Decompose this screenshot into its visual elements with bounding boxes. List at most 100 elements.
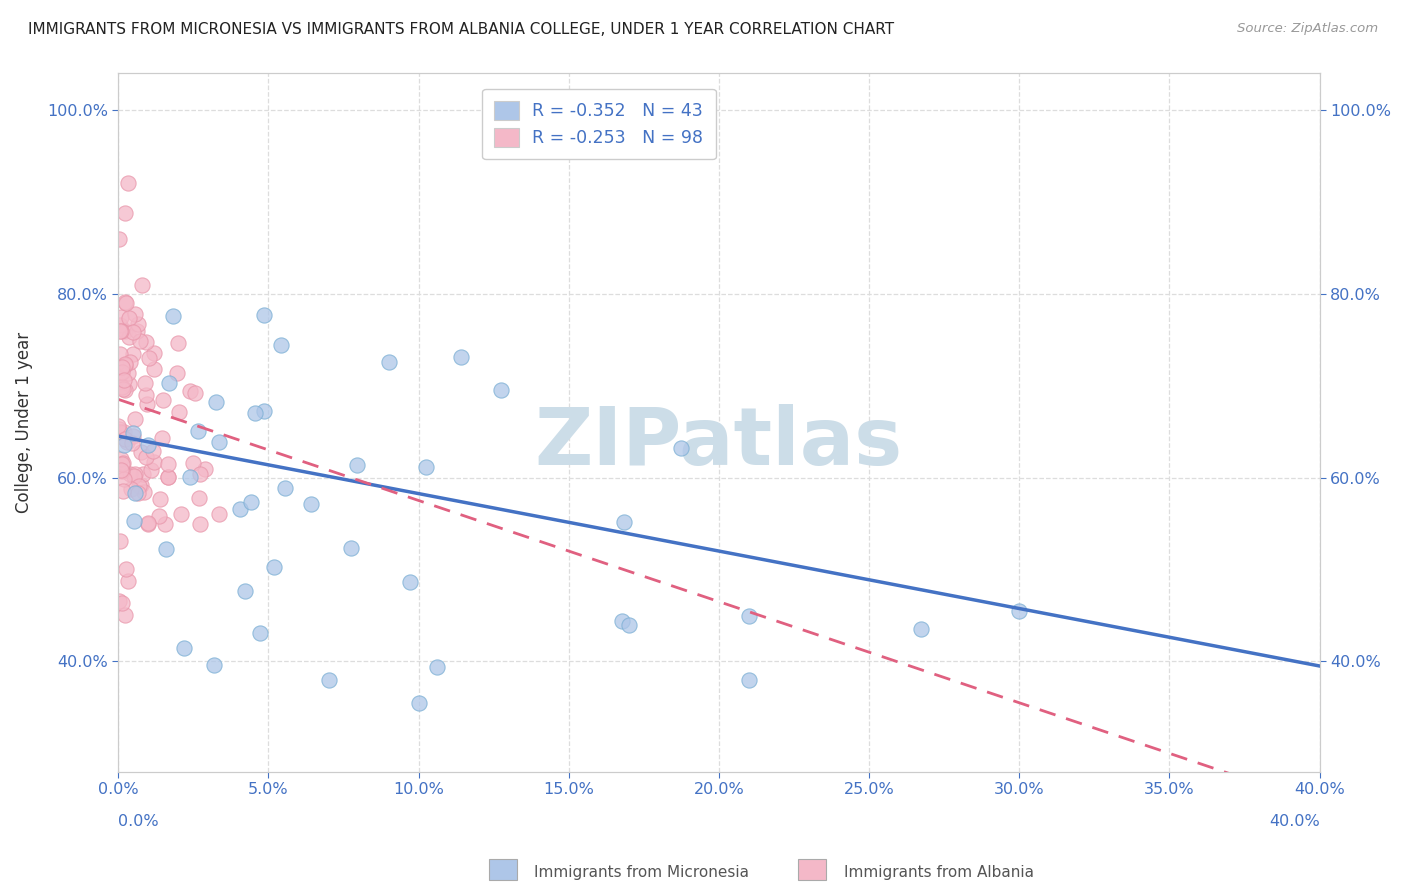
Point — [274, 481, 297, 495]
Text: 40.0%: 40.0% — [1268, 814, 1320, 829]
Point — [263, 560, 285, 574]
Point — [208, 435, 231, 450]
Point — [122, 468, 145, 483]
Point — [127, 486, 149, 500]
Point — [121, 325, 143, 339]
Point — [233, 583, 256, 598]
Bar — [489, 859, 517, 880]
Point — [108, 232, 131, 246]
Point — [450, 351, 472, 365]
Point — [143, 345, 166, 359]
Point — [141, 463, 163, 477]
Point — [127, 317, 149, 331]
Point — [737, 609, 759, 624]
Point — [111, 456, 134, 470]
Point — [115, 296, 138, 310]
Point — [121, 347, 143, 361]
Point — [179, 470, 201, 484]
Point — [117, 376, 139, 391]
Point — [167, 336, 190, 351]
Text: IMMIGRANTS FROM MICRONESIA VS IMMIGRANTS FROM ALBANIA COLLEGE, UNDER 1 YEAR CORR: IMMIGRANTS FROM MICRONESIA VS IMMIGRANTS… — [28, 22, 894, 37]
Point — [156, 457, 179, 471]
Point — [181, 456, 204, 470]
Point — [408, 696, 430, 710]
Bar — [797, 859, 827, 880]
Point — [318, 673, 340, 687]
Point — [114, 358, 136, 372]
Point — [108, 422, 131, 436]
Point — [188, 491, 211, 505]
Point — [205, 395, 228, 409]
Point — [170, 507, 193, 521]
Point — [208, 508, 231, 522]
Point — [249, 625, 271, 640]
Point — [110, 324, 132, 338]
Point — [112, 438, 135, 452]
Point — [142, 444, 165, 458]
Point — [124, 411, 146, 425]
Text: 0.0%: 0.0% — [118, 814, 159, 829]
Point — [194, 461, 217, 475]
Point — [134, 376, 156, 390]
Point — [120, 483, 142, 497]
Point — [110, 310, 132, 324]
Point — [114, 324, 136, 338]
Point — [124, 307, 146, 321]
Text: ZIPatlas: ZIPatlas — [534, 404, 903, 483]
Point — [253, 308, 276, 322]
Point — [617, 617, 640, 632]
Point — [155, 541, 177, 556]
Point — [228, 502, 250, 516]
Point — [121, 435, 143, 450]
Point — [117, 176, 139, 190]
Point — [108, 425, 131, 439]
Point — [425, 660, 447, 674]
Point — [136, 516, 159, 530]
Point — [188, 516, 211, 531]
Point — [110, 324, 132, 338]
Point — [148, 508, 170, 523]
Point — [114, 294, 136, 309]
Point — [157, 376, 180, 390]
Point — [129, 478, 152, 492]
Point — [142, 454, 165, 468]
Point — [149, 491, 172, 506]
Point — [114, 472, 136, 486]
Point — [1008, 604, 1031, 618]
Legend: R = -0.352   N = 43, R = -0.253   N = 98: R = -0.352 N = 43, R = -0.253 N = 98 — [482, 88, 716, 160]
Point — [111, 380, 134, 394]
Point — [118, 355, 141, 369]
Point — [112, 373, 135, 387]
Point — [118, 311, 141, 326]
Point — [202, 658, 225, 673]
Point — [157, 470, 180, 484]
Point — [127, 324, 149, 338]
Point — [131, 278, 153, 293]
Point — [107, 593, 129, 607]
Point — [111, 360, 134, 375]
Point — [613, 515, 636, 529]
Point — [124, 467, 146, 481]
Y-axis label: College, Under 1 year: College, Under 1 year — [15, 332, 32, 513]
Point — [122, 428, 145, 442]
Point — [152, 393, 174, 408]
Point — [136, 517, 159, 532]
Point — [153, 517, 176, 532]
Point — [167, 405, 190, 419]
Point — [122, 514, 145, 528]
Point — [110, 463, 132, 477]
Point — [114, 432, 136, 446]
Point — [108, 534, 131, 549]
Point — [239, 494, 262, 508]
Point — [111, 464, 134, 478]
Point — [669, 441, 692, 455]
Point — [110, 452, 132, 467]
Point — [299, 497, 322, 511]
Point — [118, 467, 141, 481]
Point — [157, 469, 180, 483]
Point — [115, 562, 138, 576]
Point — [128, 479, 150, 493]
Point — [173, 640, 195, 655]
Point — [377, 355, 399, 369]
Point — [115, 434, 138, 449]
